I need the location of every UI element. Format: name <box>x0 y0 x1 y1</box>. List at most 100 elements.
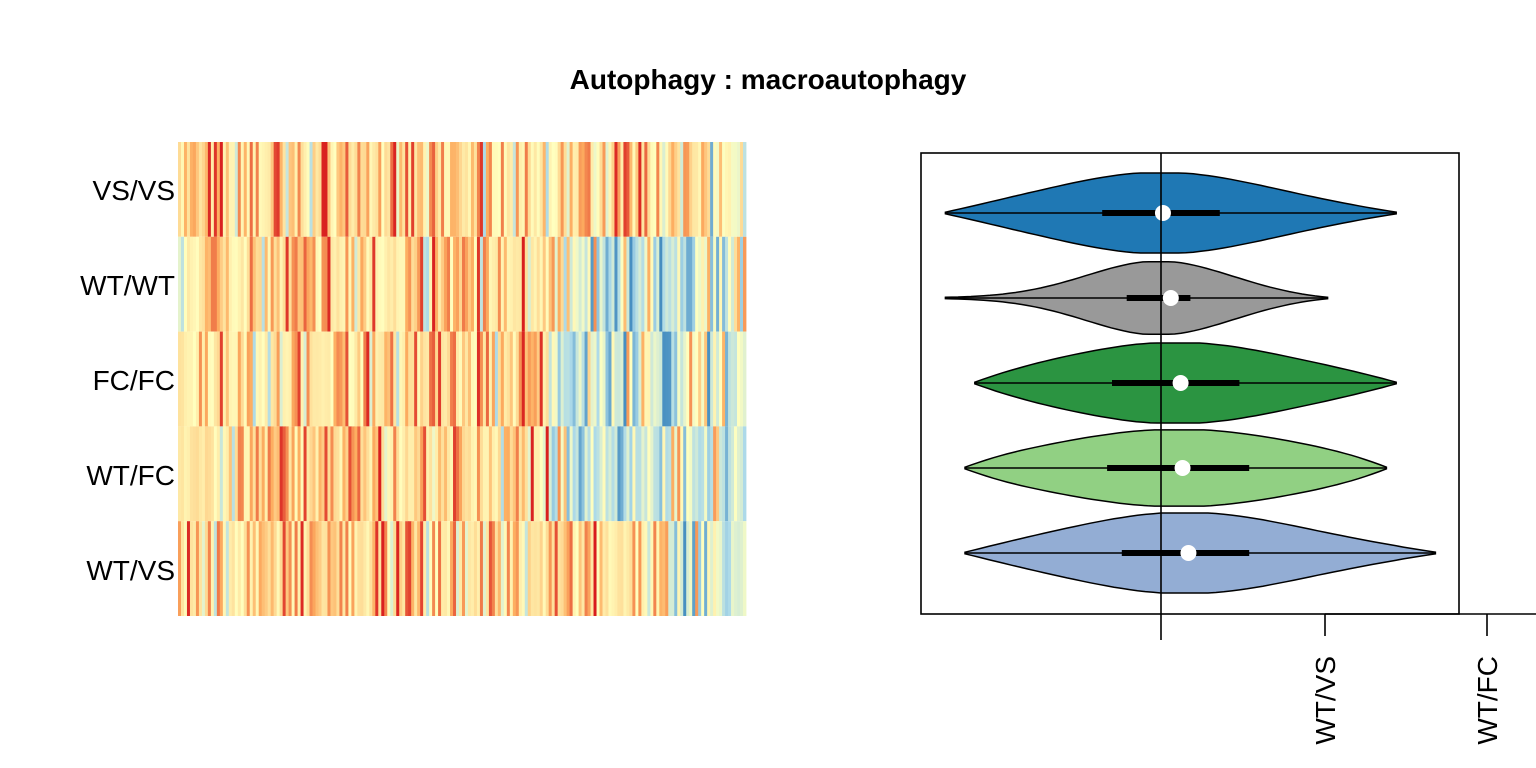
heatmap-cell <box>408 521 412 616</box>
heatmap-cell <box>569 426 574 522</box>
heatmap-cell <box>605 521 609 616</box>
heatmap-cell <box>378 426 382 522</box>
heatmap-cell <box>315 521 319 616</box>
heatmap-cell <box>737 331 741 427</box>
heatmap-cell <box>506 142 511 237</box>
heatmap-cell <box>426 331 430 427</box>
heatmap-cell <box>366 236 370 332</box>
heatmap-cell <box>695 331 699 427</box>
heatmap-cell <box>602 142 606 237</box>
heatmap-cell <box>629 236 633 332</box>
heatmap-cell <box>372 521 376 616</box>
heatmap-cell <box>198 142 203 237</box>
heatmap-cell <box>375 331 379 427</box>
heatmap-cell <box>183 331 188 427</box>
heatmap-cell <box>515 521 520 616</box>
heatmap-cell <box>204 521 209 616</box>
heatmap-cell <box>435 331 439 427</box>
heatmap-cell <box>560 426 565 522</box>
heatmap-cell <box>324 331 328 427</box>
heatmap-cell <box>614 236 618 332</box>
heatmap-cell <box>444 521 448 616</box>
heatmap-cell <box>195 331 200 427</box>
heatmap-cell <box>225 142 230 237</box>
heatmap-cell <box>369 426 373 522</box>
heatmap-cell <box>731 236 735 332</box>
heatmap-cell <box>719 236 723 332</box>
heatmap-cell <box>357 426 361 522</box>
heatmap-cell <box>632 521 636 616</box>
heatmap-cell <box>485 236 490 332</box>
heatmap-cell <box>339 331 343 427</box>
heatmap-cell <box>375 142 379 237</box>
heatmap-cell <box>482 521 487 616</box>
heatmap-cell <box>638 142 642 237</box>
heatmap-cell <box>530 142 535 237</box>
heatmap-cell <box>195 142 200 237</box>
heatmap-cell <box>201 426 206 522</box>
heatmap-cell <box>357 236 361 332</box>
heatmap-cell <box>252 521 257 616</box>
heatmap-cell <box>312 236 316 332</box>
heatmap-cell <box>560 142 565 237</box>
heatmap-cell <box>596 142 600 237</box>
heatmap-cell <box>701 331 705 427</box>
heatmap-cell <box>620 521 624 616</box>
heatmap-cell <box>473 426 478 522</box>
heatmap-cell <box>662 331 666 427</box>
heatmap-cell <box>351 426 355 522</box>
heatmap-cell <box>665 331 669 427</box>
heatmap-cell <box>225 236 230 332</box>
heatmap-cell <box>204 142 209 237</box>
heatmap-cell <box>674 236 678 332</box>
heatmap-cell <box>566 331 571 427</box>
heatmap-cell <box>348 331 352 427</box>
heatmap-cell <box>309 142 313 237</box>
heatmap-cell <box>396 331 400 427</box>
heatmap-cell <box>707 142 711 237</box>
heatmap-cell <box>488 236 493 332</box>
heatmap-cell <box>213 331 218 427</box>
heatmap-cell <box>336 426 340 522</box>
heatmap-cell <box>426 426 430 522</box>
heatmap-cell <box>566 521 571 616</box>
heatmap-cell <box>405 236 409 332</box>
heatmap-cell <box>614 426 618 522</box>
heatmap-cell <box>560 236 565 332</box>
heatmap-cell <box>450 142 454 237</box>
heatmap-cell <box>243 521 248 616</box>
heatmap-cell <box>300 142 304 237</box>
heatmap-cell <box>551 521 556 616</box>
heatmap-cell <box>671 142 675 237</box>
heatmap-cell <box>578 426 582 522</box>
heatmap-cell <box>252 236 257 332</box>
heatmap-cell <box>695 426 699 522</box>
heatmap-cell <box>677 426 681 522</box>
heatmap-cell <box>180 426 185 522</box>
heatmap-cell <box>408 426 412 522</box>
heatmap-cell <box>447 426 451 522</box>
heatmap-cell <box>201 142 206 237</box>
heatmap-cell <box>683 142 687 237</box>
heatmap-cell <box>453 236 457 332</box>
heatmap-cell <box>470 142 475 237</box>
heatmap-cell <box>596 426 600 522</box>
heatmap-cell <box>231 426 236 522</box>
heatmap-cell <box>183 236 188 332</box>
heatmap-cell <box>178 142 182 237</box>
heatmap-cell <box>312 521 316 616</box>
heatmap-cell <box>599 426 603 522</box>
heatmap-cell <box>348 521 352 616</box>
heatmap-cell <box>512 142 517 237</box>
heatmap-cell <box>494 521 499 616</box>
heatmap-cell <box>641 331 645 427</box>
heatmap-cell <box>213 426 218 522</box>
heatmap-cell <box>246 521 251 616</box>
heatmap-cell <box>261 236 266 332</box>
heatmap-cell <box>605 426 609 522</box>
heatmap-cell <box>587 236 591 332</box>
heatmap-cell <box>219 426 224 522</box>
heatmap-cell <box>264 331 269 427</box>
heatmap-cell <box>668 331 672 427</box>
